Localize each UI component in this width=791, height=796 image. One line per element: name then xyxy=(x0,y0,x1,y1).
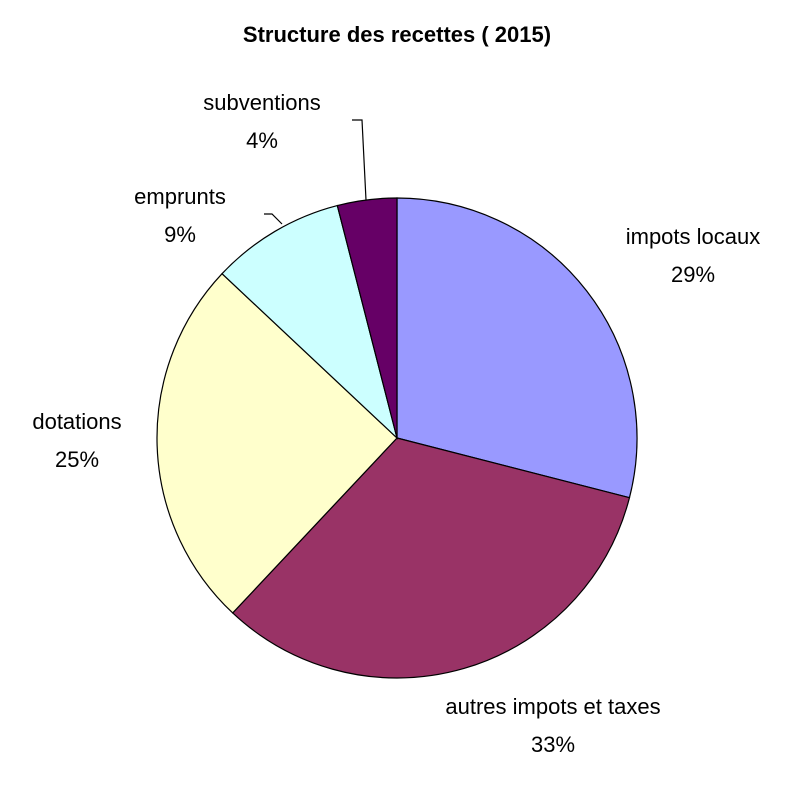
value-label: 29% xyxy=(670,262,716,287)
value-label: 33% xyxy=(530,732,576,757)
category-label: subventions xyxy=(203,90,321,115)
slice xyxy=(336,197,398,439)
slice-label: dotations 25% xyxy=(0,403,157,479)
slice xyxy=(156,272,398,614)
leader-line xyxy=(264,213,283,225)
category-label: emprunts xyxy=(134,184,226,209)
slice-label: subventions 4% xyxy=(172,84,352,160)
value-label: 9% xyxy=(164,222,196,247)
slice xyxy=(231,437,631,679)
category-label: dotations xyxy=(32,409,122,434)
value-label: 4% xyxy=(246,128,278,153)
category-label: autres impots et taxes xyxy=(445,694,661,719)
pie xyxy=(156,197,638,679)
category-label: impots locaux xyxy=(625,224,761,249)
slice xyxy=(396,197,638,499)
value-label: 25% xyxy=(54,447,100,472)
slice-label: impots locaux 29% xyxy=(583,218,791,294)
slice-label: autres impots et taxes 33% xyxy=(438,688,668,764)
slice-label: emprunts 9% xyxy=(100,178,260,254)
leader-line xyxy=(352,119,367,201)
slice xyxy=(221,204,399,440)
chart-title: Structure des recettes ( 2015) xyxy=(242,22,552,47)
